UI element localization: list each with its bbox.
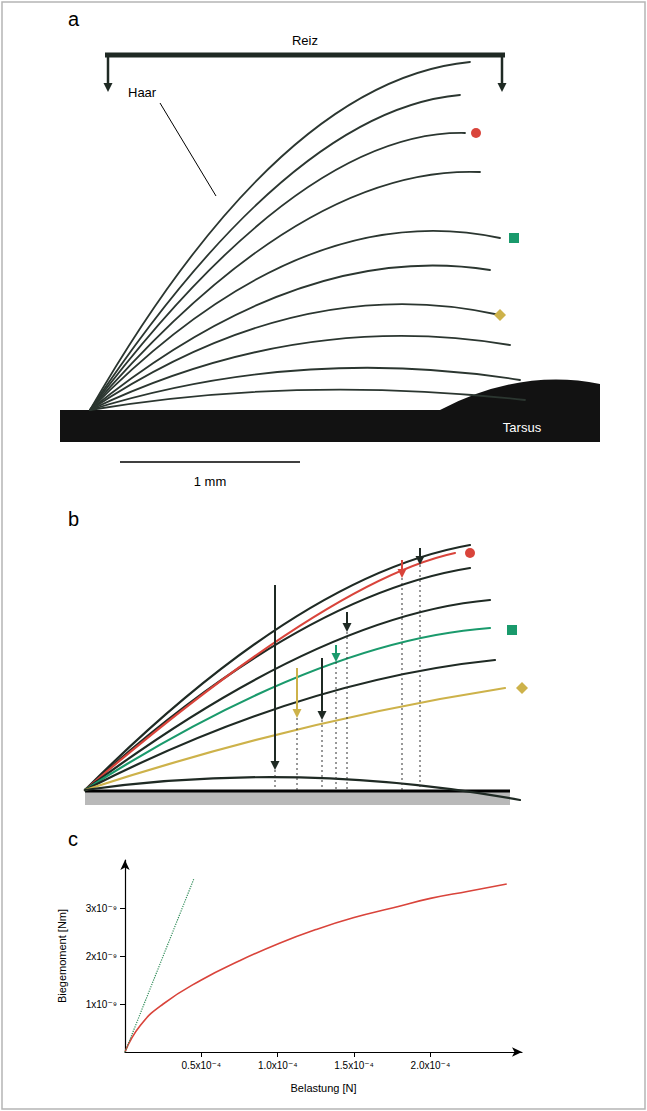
svg-text:1 mm: 1 mm bbox=[194, 474, 227, 489]
svg-text:3x10⁻⁹: 3x10⁻⁹ bbox=[86, 903, 117, 914]
svg-text:Reiz: Reiz bbox=[292, 33, 318, 48]
svg-text:Tarsus: Tarsus bbox=[503, 420, 542, 435]
svg-text:a: a bbox=[68, 8, 80, 30]
svg-text:0.5x10⁻⁴: 0.5x10⁻⁴ bbox=[182, 1060, 222, 1071]
svg-text:Biegemoment [Nm]: Biegemoment [Nm] bbox=[56, 909, 68, 1003]
svg-text:Belastung [N]: Belastung [N] bbox=[290, 1082, 356, 1094]
svg-text:1.0x10⁻⁴: 1.0x10⁻⁴ bbox=[258, 1060, 298, 1071]
svg-text:1x10⁻⁹: 1x10⁻⁹ bbox=[86, 999, 117, 1010]
svg-text:2.0x10⁻⁴: 2.0x10⁻⁴ bbox=[411, 1060, 451, 1071]
svg-text:b: b bbox=[68, 508, 79, 530]
svg-text:2x10⁻⁹: 2x10⁻⁹ bbox=[86, 951, 117, 962]
svg-text:Haar: Haar bbox=[128, 85, 157, 100]
svg-text:1.5x10⁻⁴: 1.5x10⁻⁴ bbox=[334, 1060, 374, 1071]
svg-text:c: c bbox=[68, 828, 78, 850]
